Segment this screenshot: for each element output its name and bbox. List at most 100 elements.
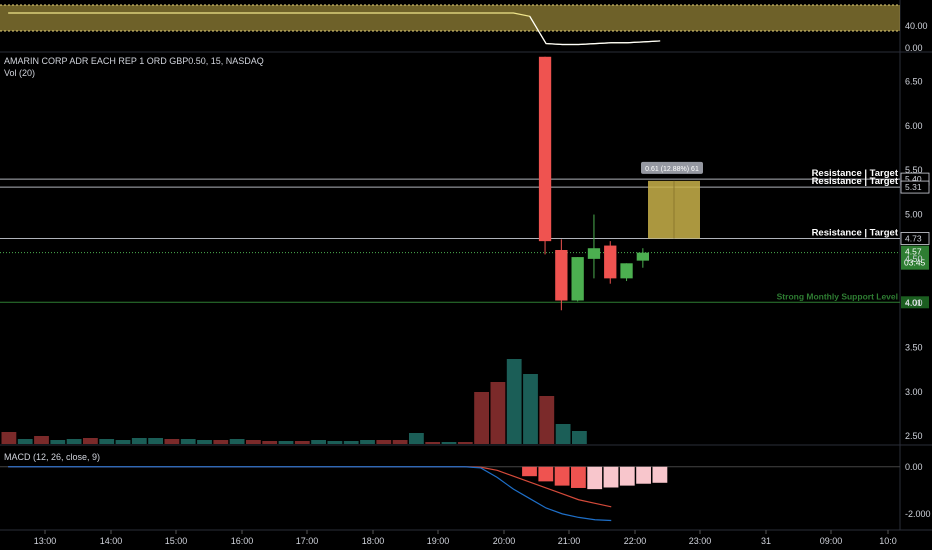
- symbol-title: AMARIN CORP ADR EACH REP 1 ORD GBP0.50, …: [4, 56, 264, 66]
- macd-histogram-bar: [554, 466, 570, 486]
- volume-bar: [213, 440, 229, 444]
- macd-histogram-bar: [538, 466, 554, 482]
- target-tooltip-text: 0.61 (12.88%) 61: [645, 166, 699, 173]
- volume-bar: [490, 382, 506, 444]
- price-tag: [900, 232, 930, 245]
- volume-bar: [99, 439, 115, 444]
- volume-bar: [197, 440, 212, 444]
- volume-bar: [229, 439, 245, 444]
- time-tick-label: 22:00: [624, 536, 647, 546]
- price-tag: [900, 180, 930, 194]
- time-tick-label: 31: [761, 536, 771, 546]
- price-tick-label: 6.50: [905, 77, 923, 87]
- candle-body[interactable]: [620, 263, 633, 279]
- volume-bar: [360, 440, 375, 444]
- macd-histogram-bar: [587, 466, 603, 490]
- volume-bar: [115, 440, 131, 444]
- price-tag-text: 5.31: [905, 182, 922, 192]
- candle-body[interactable]: [555, 250, 568, 301]
- indicator-line-recent: [529, 16, 661, 46]
- indicator-band: [0, 5, 900, 31]
- volume-legend: Vol (20): [4, 68, 36, 78]
- volume-bar: [180, 439, 196, 444]
- resistance-label: Resistance | Target: [812, 176, 899, 187]
- indicator-tick-label: 40.00: [905, 21, 928, 31]
- volume-bar: [34, 436, 49, 444]
- macd-legend: MACD (12, 26, close, 9): [4, 452, 101, 462]
- macd-histogram-bar: [522, 466, 537, 477]
- price-tag-text: 5.40: [905, 174, 922, 184]
- candle-body[interactable]: [538, 56, 552, 242]
- volume-bar: [278, 441, 294, 444]
- volume-bar: [441, 442, 457, 444]
- volume-bar: [50, 440, 66, 444]
- volume-bar: [343, 441, 359, 444]
- volume-bar: [246, 440, 261, 444]
- resistance-label: Resistance | Target: [812, 227, 899, 238]
- price-tick-label: 4.50: [905, 254, 923, 264]
- current-price-tag: [901, 245, 929, 270]
- macd-pane[interactable]: [0, 466, 900, 522]
- time-tick-label: 20:00: [493, 536, 516, 546]
- macd-histogram-bar: [603, 466, 619, 488]
- volume-bar: [164, 439, 180, 444]
- axes: 40.00 0.00 6.50 6.00 5.50 5.00 4.50 4.00 3.50 3.0…: [34, 21, 931, 546]
- candle-body[interactable]: [604, 245, 617, 279]
- support-label: Strong Monthly Support Level: [777, 291, 898, 301]
- resistance-label: Resistance | Target: [812, 168, 899, 179]
- indicator-pane[interactable]: [0, 4, 900, 46]
- time-tick-label: 18:00: [362, 536, 385, 546]
- volume-bar: [506, 359, 522, 444]
- macd-histogram-bar: [636, 466, 651, 484]
- macd-tick-label: -2.000: [905, 509, 931, 519]
- support-tag: [901, 296, 929, 309]
- time-tick-label: 13:00: [34, 536, 57, 546]
- volume-bar: [1, 432, 17, 444]
- countdown-text: 03:45: [904, 258, 926, 268]
- volume-bar: [262, 441, 278, 444]
- macd-line: [8, 466, 612, 522]
- price-tag-text: 4.73: [905, 233, 922, 243]
- candle-body[interactable]: [571, 257, 584, 301]
- volume-bar: [83, 438, 98, 444]
- volume-bar: [131, 438, 147, 444]
- time-tick-label: 10:0: [879, 536, 897, 546]
- price-tick-label: 3.50: [905, 343, 923, 353]
- horizontal-levels[interactable]: Resistance | Target 5.40 Resistance | Targ…: [0, 161, 930, 309]
- time-tick-label: 16:00: [231, 536, 254, 546]
- time-tick-label: 14:00: [100, 536, 123, 546]
- price-tick-label: 5.50: [905, 165, 923, 175]
- volume-bar: [376, 440, 392, 444]
- target-tooltip: [641, 161, 703, 174]
- volume-bar: [148, 438, 163, 444]
- current-price-text: 4.57: [905, 247, 922, 257]
- volume-bar: [539, 396, 555, 444]
- candlestick-series[interactable]: [538, 56, 649, 311]
- macd-tick-label: 0.00: [905, 462, 923, 472]
- price-tick-label: 6.00: [905, 121, 923, 131]
- volume-bars: [1, 359, 587, 444]
- time-tick-label: 15:00: [165, 536, 188, 546]
- time-tick-label: 17:00: [296, 536, 319, 546]
- volume-bar: [66, 439, 82, 444]
- time-tick-label: 23:00: [689, 536, 712, 546]
- volume-bar: [523, 374, 538, 444]
- macd-histogram-bar: [652, 466, 668, 483]
- volume-bar: [409, 433, 424, 444]
- volume-bar: [572, 431, 587, 444]
- volume-bar: [17, 439, 33, 444]
- macd-histogram-bar: [571, 466, 586, 488]
- candle-body[interactable]: [587, 248, 601, 259]
- volume-bar: [474, 392, 489, 444]
- volume-bar: [555, 424, 571, 444]
- volume-bar: [311, 440, 326, 444]
- price-tick-label: 2.50: [905, 431, 923, 441]
- volume-bar: [392, 440, 408, 444]
- price-tick-label: 5.00: [905, 210, 923, 220]
- price-tick-label: 3.00: [905, 387, 923, 397]
- volume-bar: [294, 441, 310, 444]
- candle-body[interactable]: [636, 252, 649, 261]
- time-tick-label: 21:00: [558, 536, 581, 546]
- time-tick-label: 09:00: [820, 536, 843, 546]
